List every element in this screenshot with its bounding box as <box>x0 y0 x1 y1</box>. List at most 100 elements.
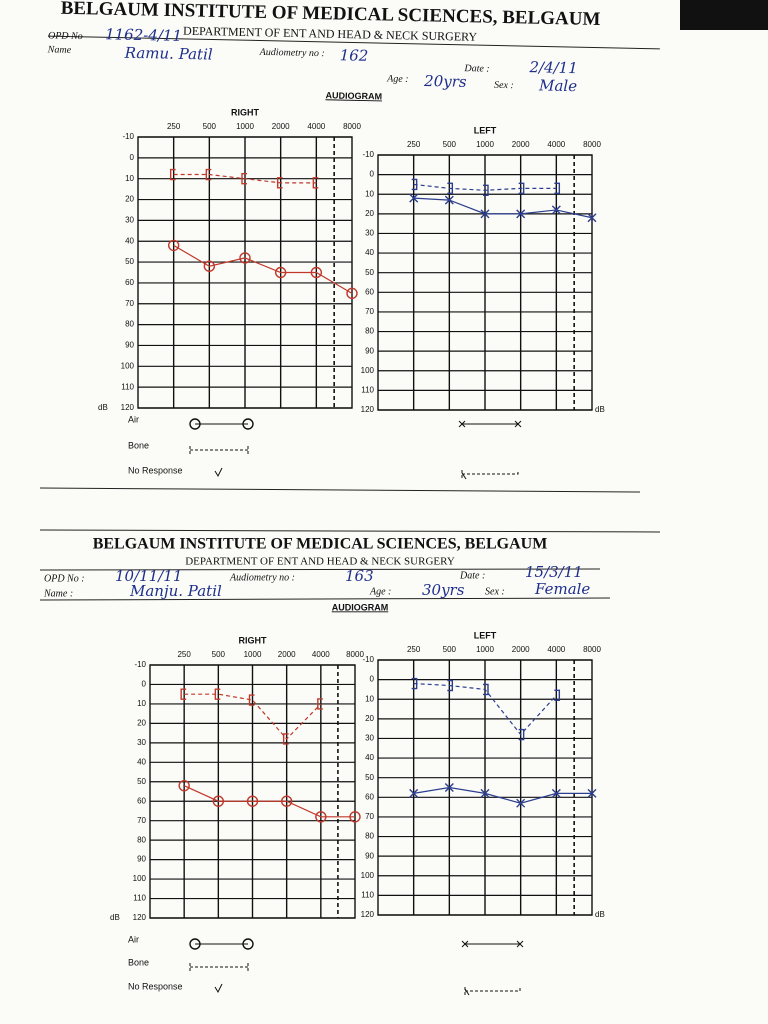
marker <box>409 788 419 798</box>
age-value: 30yrs <box>422 581 465 599</box>
y-tick-label: 100 <box>361 871 375 880</box>
y-tick-label: 60 <box>137 796 146 805</box>
y-tick-label: 60 <box>125 278 134 287</box>
x-tick-label: 4000 <box>307 122 325 131</box>
opd-value: 1162-4/11 <box>105 25 182 45</box>
marker <box>411 178 418 191</box>
legend-label: Air <box>128 414 139 424</box>
form-header: BELGAUM INSTITUTE OF MEDICAL SCIENCES, B… <box>39 536 611 612</box>
y-tick-label: 70 <box>365 812 374 821</box>
legend-label: No Response <box>128 465 183 475</box>
legend-symbol <box>214 983 223 994</box>
marker <box>274 266 287 279</box>
legend-symbol <box>461 470 519 478</box>
marker <box>349 811 361 823</box>
y-tick-label: 50 <box>365 773 374 782</box>
marker <box>203 260 216 272</box>
legend-label: No Response <box>128 981 183 991</box>
marker <box>167 239 180 252</box>
x-tick-label: 8000 <box>343 122 361 131</box>
marker <box>246 795 259 807</box>
marker <box>409 193 419 203</box>
legend-label: Bone <box>128 957 149 967</box>
y-tick-label: 90 <box>365 346 374 355</box>
legend-symbol <box>214 467 223 478</box>
x-tick-label: 4000 <box>547 140 565 149</box>
marker <box>169 168 176 181</box>
legend-symbol <box>464 987 521 995</box>
y-tick-label: 10 <box>137 699 146 708</box>
marker <box>315 811 327 823</box>
opd-label: OPD No : <box>44 573 85 584</box>
y-tick-label: 120 <box>361 405 375 414</box>
legend-label: Air <box>128 934 139 944</box>
chart-title: RIGHT <box>231 107 260 117</box>
marker <box>554 182 561 195</box>
legend-symbol <box>464 988 470 996</box>
marker <box>554 689 561 702</box>
x-tick-label: 2000 <box>278 650 296 659</box>
marker <box>248 694 255 706</box>
marker <box>551 205 561 215</box>
x-tick-label: 1000 <box>236 122 254 131</box>
x-tick-label: 8000 <box>583 645 601 654</box>
legend-symbol <box>189 938 201 950</box>
marker <box>317 698 323 710</box>
y-tick-label: 100 <box>361 366 375 375</box>
age-label: Age : <box>386 73 409 84</box>
date-value: 15/3/11 <box>525 563 583 581</box>
name-label: Name : <box>43 588 73 599</box>
sex-label: Sex : <box>494 80 514 91</box>
marker <box>518 182 525 195</box>
legend-symbol <box>461 472 467 480</box>
marker <box>480 788 490 798</box>
audiogram-line <box>184 693 322 740</box>
audiogram-label: AUDIOGRAM <box>325 90 382 101</box>
y-tick-label: 70 <box>137 816 146 825</box>
y-tick-label: 30 <box>365 229 374 238</box>
audiogram-line <box>413 786 592 804</box>
y-tick-label: 90 <box>137 855 146 864</box>
marker <box>587 213 597 223</box>
x-tick-label: 250 <box>407 140 421 149</box>
y-tick-label: 50 <box>137 777 146 786</box>
opd-value: 10/11/11 <box>115 567 182 585</box>
x-tick-label: 8000 <box>583 140 601 149</box>
marker <box>444 783 454 792</box>
rule <box>39 529 661 533</box>
marker <box>516 798 526 808</box>
name-value: Manju. Patil <box>129 582 222 600</box>
y-tick-label: 50 <box>365 268 374 277</box>
rule <box>39 487 641 493</box>
y-tick-label: 40 <box>365 248 374 257</box>
date-value: 2/4/11 <box>528 58 578 77</box>
date-label: Date : <box>459 570 485 581</box>
audiogram-line <box>413 183 557 191</box>
y-tick-label: 30 <box>137 738 146 747</box>
x-tick-label: 500 <box>443 645 457 654</box>
legend-symbol <box>189 418 201 430</box>
marker <box>483 184 489 197</box>
marker <box>310 266 323 279</box>
y-tick-label: 30 <box>125 215 134 224</box>
marker <box>411 677 418 690</box>
y-tick-label: 40 <box>125 236 134 245</box>
y-tick-label: 80 <box>365 327 374 336</box>
marker <box>276 177 283 189</box>
scan-edge <box>680 0 768 30</box>
audiometry-label: Audiometry no : <box>259 47 325 59</box>
y-tick-label: 120 <box>361 910 375 919</box>
marker <box>241 172 247 185</box>
legend-label: Bone <box>128 440 149 450</box>
legend-symbol <box>189 446 249 454</box>
name-label: Name <box>47 44 72 56</box>
sex-value: Male <box>538 76 577 95</box>
marker <box>447 182 454 195</box>
y-tick-label: 20 <box>365 714 374 723</box>
marker <box>239 252 251 264</box>
age-label: Age : <box>369 586 391 597</box>
y-tick-label: 0 <box>130 153 135 162</box>
rule <box>39 597 611 601</box>
